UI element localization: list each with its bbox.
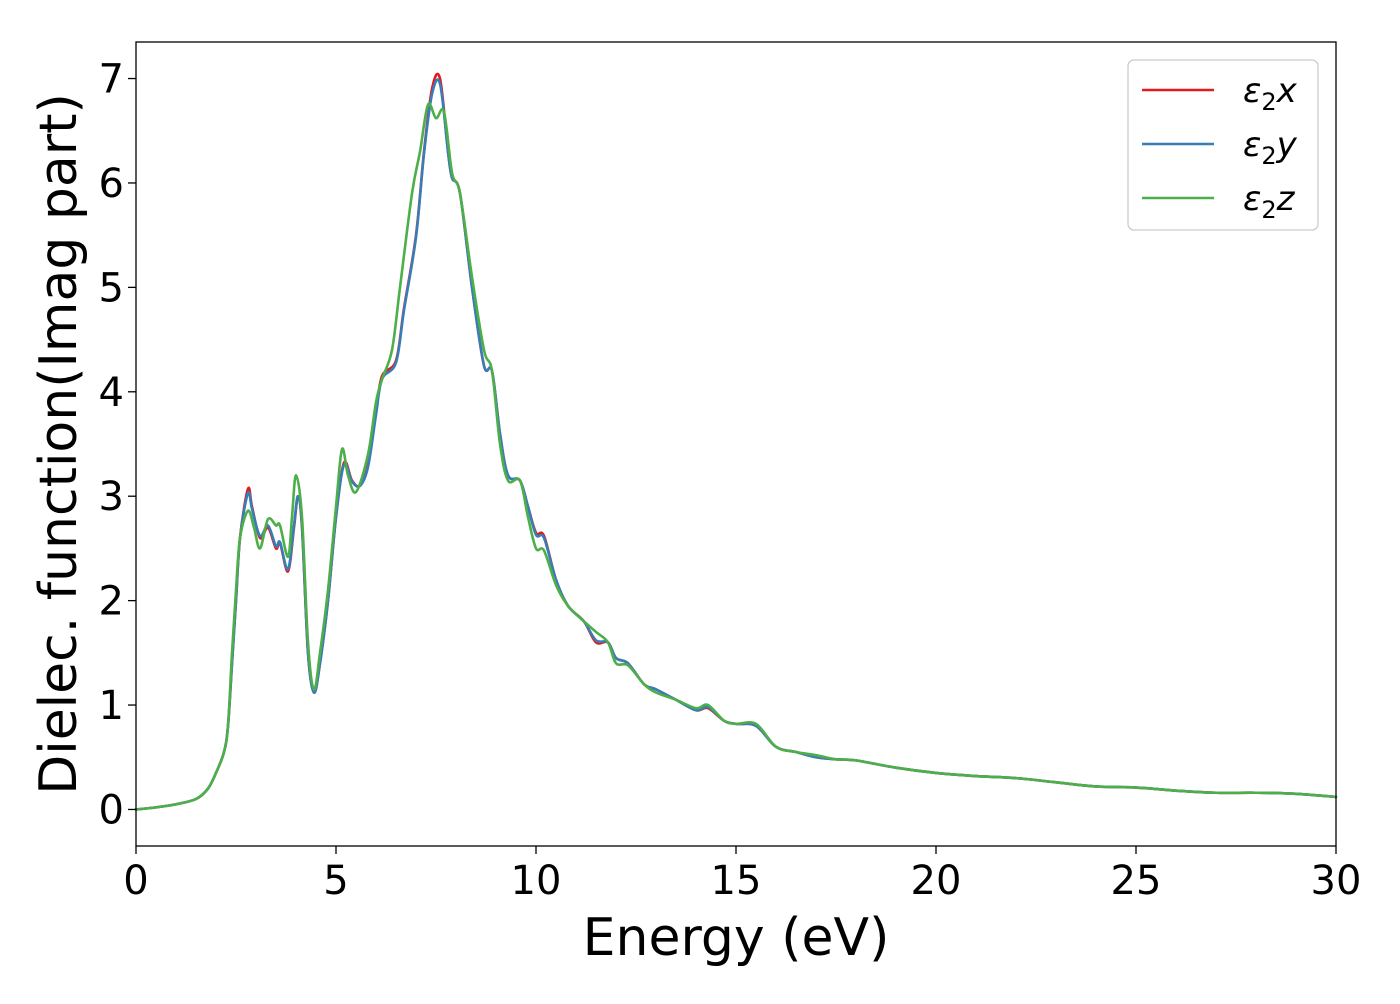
x-tick-label: 30 bbox=[1311, 858, 1362, 904]
x-axis-ticks: 0 5 10 15 20 25 30 bbox=[123, 846, 1361, 904]
legend-label-x: ε2x bbox=[1243, 71, 1298, 116]
y-tick-label: 5 bbox=[99, 265, 124, 311]
x-tick-label: 25 bbox=[1111, 858, 1162, 904]
y-tick-label: 0 bbox=[99, 787, 124, 833]
y-tick-label: 2 bbox=[99, 579, 124, 625]
series-line-z bbox=[134, 102, 1338, 811]
x-tick-label: 15 bbox=[711, 858, 762, 904]
y-tick-label: 4 bbox=[99, 370, 124, 416]
y-tick-label: 6 bbox=[99, 161, 124, 207]
y-tick-label: 7 bbox=[99, 57, 124, 103]
y-axis-ticks: 0 1 2 3 4 5 6 7 bbox=[99, 57, 136, 833]
legend-frame bbox=[1127, 59, 1319, 231]
x-tick-label: 10 bbox=[511, 858, 562, 904]
x-tick-label: 0 bbox=[123, 858, 148, 904]
x-axis-title: Energy (eV) bbox=[583, 908, 890, 968]
y-tick-label: 1 bbox=[99, 683, 124, 729]
y-tick-label: 3 bbox=[99, 474, 124, 520]
legend-label-y: ε2y bbox=[1243, 125, 1298, 170]
x-tick-label: 20 bbox=[911, 858, 962, 904]
legend: ε2x ε2y ε2z bbox=[1127, 59, 1319, 231]
series-layer bbox=[134, 72, 1338, 811]
x-tick-label: 5 bbox=[323, 858, 348, 904]
y-axis-title: Dielec. function(Imag part) bbox=[29, 93, 89, 795]
legend-label-z: ε2z bbox=[1243, 179, 1296, 224]
